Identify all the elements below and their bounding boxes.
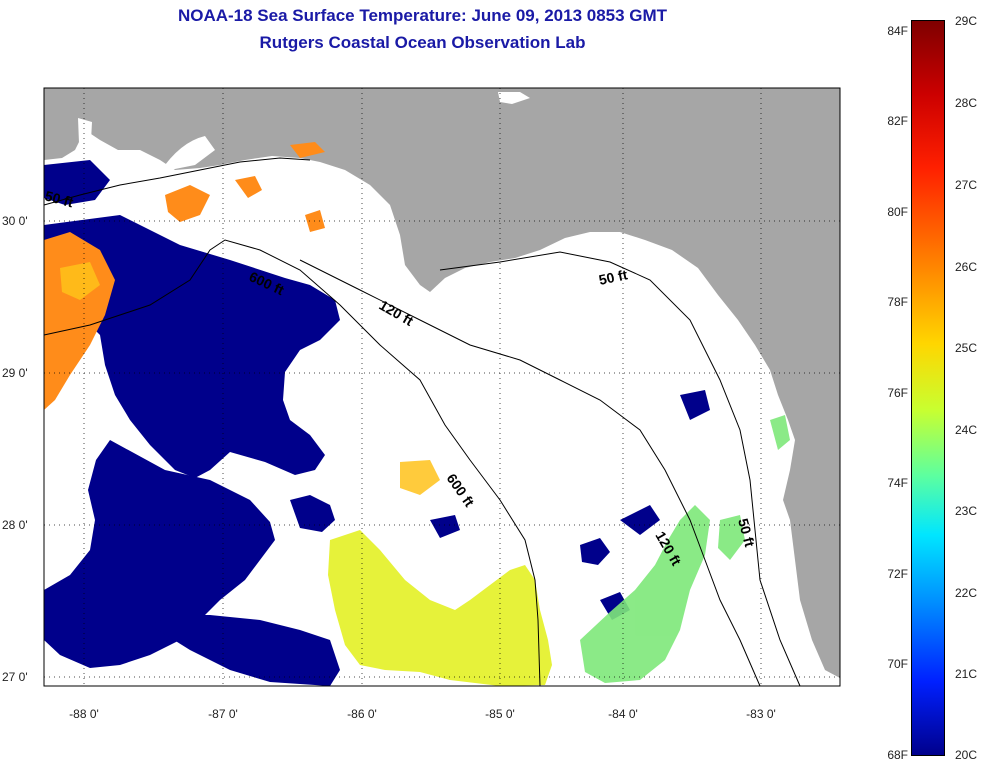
- contour-50ft-west: [43, 157, 311, 206]
- fahrenheit-label: 72F: [887, 567, 908, 581]
- contour-50ft-east: [439, 251, 801, 687]
- celsius-label: 20C: [955, 748, 978, 762]
- celsius-label: 25C: [955, 341, 978, 355]
- temperature-colorbar: [911, 20, 945, 756]
- fahrenheit-label: 76F: [887, 386, 908, 400]
- bay-white: [160, 136, 215, 172]
- bay-white: [78, 118, 92, 168]
- fahrenheit-label: 80F: [887, 205, 908, 219]
- fahrenheit-label: 74F: [887, 476, 908, 490]
- contour-label: 50 ft: [43, 187, 75, 210]
- celsius-label: 28C: [955, 96, 978, 110]
- lon-label: -84 0': [608, 707, 638, 721]
- lon-label: -83 0': [746, 707, 776, 721]
- map-title: NOAA-18 Sea Surface Temperature: June 09…: [177, 6, 668, 25]
- celsius-label: 26C: [955, 260, 978, 274]
- lon-label: -86 0': [347, 707, 377, 721]
- fahrenheit-label: 70F: [887, 657, 908, 671]
- lat-label: 27 0': [2, 670, 28, 684]
- celsius-label: 27C: [955, 178, 978, 192]
- lat-label: 30 0': [2, 214, 28, 228]
- fahrenheit-label: 68F: [887, 748, 908, 762]
- contour-600ft: [43, 239, 541, 687]
- celsius-label: 29C: [955, 14, 978, 28]
- lat-label: 29 0': [2, 366, 28, 380]
- celsius-label: 21C: [955, 667, 978, 681]
- contour-120ft: [299, 259, 761, 687]
- lon-label: -87 0': [208, 707, 238, 721]
- cold-water-regions: [44, 160, 710, 686]
- cool-water-regions: [580, 415, 790, 683]
- moderate-water-regions: [328, 530, 552, 686]
- lon-label: -88 0': [69, 707, 99, 721]
- celsius-label: 24C: [955, 423, 978, 437]
- mid-warm-regions: [60, 262, 440, 495]
- fahrenheit-label: 78F: [887, 295, 908, 309]
- land-mass: [44, 88, 840, 678]
- map-frame: [43, 87, 841, 687]
- celsius-label: 22C: [955, 586, 978, 600]
- map-subtitle: Rutgers Coastal Ocean Observation Lab: [259, 33, 586, 52]
- island-white: [498, 92, 530, 104]
- fahrenheit-label: 82F: [887, 114, 908, 128]
- contour-label: 50 ft: [597, 266, 629, 288]
- lon-label: -85 0': [485, 707, 515, 721]
- contour-label: 50 ft: [735, 517, 758, 549]
- lat-label: 28 0': [2, 518, 28, 532]
- celsius-label: 23C: [955, 504, 978, 518]
- fahrenheit-label: 84F: [887, 24, 908, 38]
